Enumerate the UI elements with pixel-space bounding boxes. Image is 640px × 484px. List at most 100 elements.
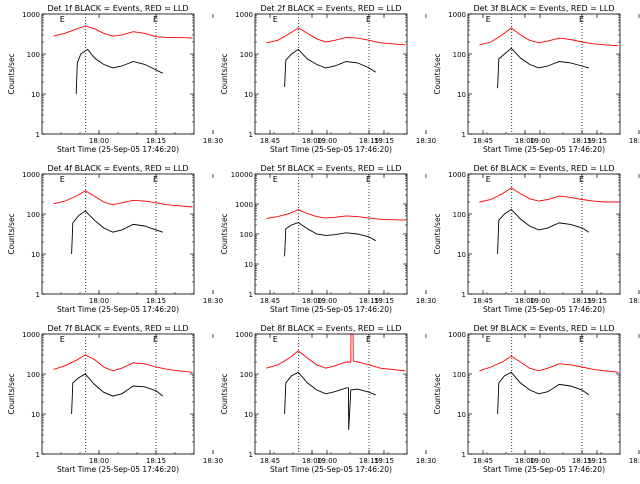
x-tick-label: 18:30 <box>416 457 436 465</box>
panel-2: Det 2f BLACK = Events, RED = LLD 1 10 100 10… <box>220 4 607 154</box>
series-events-black <box>75 48 164 95</box>
y-tick-label: 10 <box>31 251 40 259</box>
panel-title: Det 5f BLACK = Events, RED = LLD <box>260 164 401 173</box>
y-tick-label: 100 <box>453 211 466 219</box>
panel-title: Det 8f BLACK = Events, RED = LLD <box>260 324 401 333</box>
y-tick-label: 1 <box>249 291 253 299</box>
marker-label-E: E <box>366 335 371 344</box>
panel-title: Det 4f BLACK = Events, RED = LLD <box>47 164 188 173</box>
x-tick-label: 19:00 <box>317 457 337 465</box>
x-tick-label: 18:15 <box>359 297 379 305</box>
y-tick-label: 1 <box>249 131 253 139</box>
y-tick-label: 100 <box>453 51 466 59</box>
y-tick-label: 10 <box>457 251 466 259</box>
y-axis-label: Counts/sec <box>7 53 16 94</box>
panel-title: Det 3f BLACK = Events, RED = LLD <box>473 4 614 13</box>
marker-label-E: E <box>273 175 278 184</box>
x-tick-label: 18:30 <box>203 137 223 145</box>
y-tick-label: 1000 <box>22 331 40 339</box>
panel-6: Det 6f BLACK = Events, RED = LLD 1 10 100 10… <box>433 164 640 314</box>
y-tick-label: 100 <box>27 371 40 379</box>
series-lld-red <box>53 354 193 373</box>
x-tick-label: 19:15 <box>587 457 607 465</box>
x-axis-label: Start Time (25-Sep-05 17:46:20) <box>483 305 605 314</box>
series-lld-red <box>266 27 406 46</box>
y-tick-label: 10 <box>244 91 253 99</box>
x-tick-label: 19:15 <box>374 297 394 305</box>
plot-frame <box>467 333 621 455</box>
y-tick-label: 1 <box>462 291 466 299</box>
marker-label-E: E <box>579 335 584 344</box>
x-tick-label: 18:00 <box>89 457 109 465</box>
series-events-black <box>284 48 377 88</box>
series-events-black <box>497 371 590 415</box>
y-tick-label: 10 <box>244 261 253 269</box>
y-tick-label: 1000 <box>22 171 40 179</box>
marker-label-E: E <box>273 15 278 24</box>
series-events-black <box>71 210 163 255</box>
y-tick-label: 100 <box>240 51 253 59</box>
marker-label-E: E <box>486 335 491 344</box>
series-events-black <box>71 373 164 415</box>
y-axis-label: Counts/sec <box>7 373 16 414</box>
x-tick-label: 19:15 <box>374 457 394 465</box>
y-axis-label: Counts/sec <box>433 373 442 414</box>
x-tick-label: 18:30 <box>629 457 640 465</box>
y-tick-label: 10 <box>457 411 466 419</box>
y-tick-label: 1000 <box>448 331 466 339</box>
y-tick-label: 10000 <box>231 171 253 179</box>
marker-label-E: E <box>273 335 278 344</box>
panel-title: Det 6f BLACK = Events, RED = LLD <box>473 164 614 173</box>
y-tick-label: 10 <box>31 91 40 99</box>
y-axis-label: Counts/sec <box>220 213 229 254</box>
x-tick-label: 18:45 <box>260 297 280 305</box>
y-tick-label: 1000 <box>235 11 253 19</box>
x-tick-label: 18:00 <box>515 137 535 145</box>
x-tick-label: 18:45 <box>473 137 493 145</box>
plot-frame <box>41 173 195 295</box>
x-tick-label: 18:00 <box>515 457 535 465</box>
x-axis-label: Start Time (25-Sep-05 17:46:20) <box>270 465 392 474</box>
marker-label-E: E <box>153 175 158 184</box>
x-tick-label: 18:45 <box>473 457 493 465</box>
x-tick-label: 18:30 <box>629 137 640 145</box>
x-tick-label: 18:45 <box>260 137 280 145</box>
x-tick-label: 18:00 <box>302 137 322 145</box>
x-tick-label: 19:00 <box>317 297 337 305</box>
y-tick-label: 10 <box>244 411 253 419</box>
marker-label-E: E <box>486 175 491 184</box>
x-tick-label: 18:15 <box>572 137 592 145</box>
y-tick-label: 1 <box>36 291 40 299</box>
x-tick-label: 19:15 <box>587 297 607 305</box>
series-events-black <box>284 222 377 257</box>
panel-title: Det 1f BLACK = Events, RED = LLD <box>47 4 188 13</box>
marker-label-E: E <box>486 15 491 24</box>
x-tick-label: 18:30 <box>416 137 436 145</box>
y-axis-label: Counts/sec <box>433 53 442 94</box>
x-axis-label: Start Time (25-Sep-05 17:46:20) <box>57 305 179 314</box>
x-tick-label: 19:00 <box>530 457 550 465</box>
y-tick-label: 1000 <box>448 11 466 19</box>
x-tick-label: 18:15 <box>359 457 379 465</box>
y-tick-label: 10 <box>31 411 40 419</box>
x-axis-label: Start Time (25-Sep-05 17:46:20) <box>57 465 179 474</box>
y-tick-label: 1000 <box>235 331 253 339</box>
x-axis-label: Start Time (25-Sep-05 17:46:20) <box>270 145 392 154</box>
panel-5: Det 5f BLACK = Events, RED = LLD 1 10 100 10… <box>220 164 607 314</box>
series-lld-red <box>479 27 619 47</box>
series-events-black <box>284 371 376 430</box>
series-events-black <box>497 47 589 89</box>
series-lld-red <box>266 209 406 221</box>
x-tick-label: 18:15 <box>146 457 166 465</box>
y-tick-label: 1000 <box>448 171 466 179</box>
x-axis-label: Start Time (25-Sep-05 17:46:20) <box>483 465 605 474</box>
marker-label-E: E <box>579 175 584 184</box>
x-tick-label: 18:30 <box>203 457 223 465</box>
y-tick-label: 1 <box>462 451 466 459</box>
plot-frame <box>254 333 408 455</box>
x-axis-label: Start Time (25-Sep-05 17:46:20) <box>270 305 392 314</box>
y-tick-label: 100 <box>27 211 40 219</box>
marker-label-E: E <box>579 15 584 24</box>
